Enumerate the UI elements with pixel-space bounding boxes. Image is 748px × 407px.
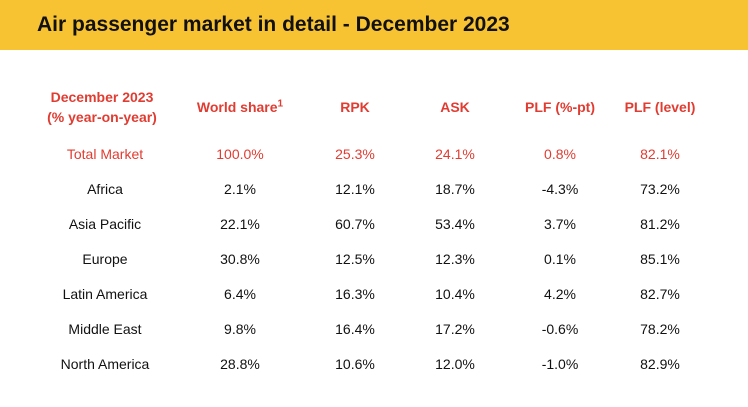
cell-world-share: 100.0% [216,146,264,162]
cell-plf-pt: 0.1% [544,251,576,267]
cell-plf-level: 82.7% [640,286,680,302]
cell-ask: 24.1% [435,146,475,162]
cell-rpk: 60.7% [335,216,375,232]
cell-world-share: 6.4% [224,286,256,302]
header-rpk: RPK [340,99,370,115]
header-region-line1: December 2023 [50,89,154,105]
cell-rpk: 16.4% [335,321,375,337]
cell-region: Total Market [66,146,144,162]
cell-rpk: 10.6% [335,356,375,372]
cell-plf-level: 85.1% [640,251,680,267]
cell-ask: 12.3% [435,251,475,267]
cell-region: Africa [87,181,123,197]
cell-ask: 10.4% [435,286,475,302]
cell-plf-level: 73.2% [640,181,680,197]
cell-plf-pt: 0.8% [544,146,576,162]
cell-world-share: 22.1% [220,216,260,232]
cell-ask: 12.0% [435,356,475,372]
cell-plf-level: 78.2% [640,321,680,337]
cell-world-share: 9.8% [224,321,256,337]
cell-plf-level: 81.2% [640,216,680,232]
cell-rpk: 12.1% [335,181,375,197]
cell-plf-pt: -4.3% [541,181,579,197]
header-world-share-footnote: 1 [277,98,284,110]
header-world-share-label: World share [196,99,278,115]
cell-region: Asia Pacific [68,216,142,232]
header-region-line2: (% year-on-year) [47,109,157,125]
cell-ask: 53.4% [435,216,475,232]
title-bar: Air passenger market in detail - Decembe… [0,0,748,50]
header-region: December 2023 (% year-on-year) [27,87,177,127]
header-plf-pt: PLF (%-pt) [525,99,595,115]
cell-plf-level: 82.9% [640,356,680,372]
cell-world-share: 2.1% [224,181,256,197]
cell-rpk: 16.3% [335,286,375,302]
header-plf-level: PLF (level) [624,99,696,115]
cell-plf-pt: -0.6% [541,321,579,337]
cell-region: North America [60,356,150,372]
page-title: Air passenger market in detail - Decembe… [37,13,510,36]
cell-ask: 17.2% [435,321,475,337]
cell-plf-level: 82.1% [640,146,680,162]
cell-plf-pt: -1.0% [541,356,579,372]
cell-rpk: 25.3% [335,146,375,162]
header-ask: ASK [440,99,470,115]
cell-world-share: 28.8% [220,356,260,372]
cell-plf-pt: 3.7% [544,216,576,232]
header-world-share: World share1 [180,97,300,117]
cell-ask: 18.7% [435,181,475,197]
cell-plf-pt: 4.2% [544,286,576,302]
cell-region: Middle East [68,321,142,337]
cell-region: Latin America [62,286,148,302]
cell-rpk: 12.5% [335,251,375,267]
cell-world-share: 30.8% [220,251,260,267]
cell-region: Europe [82,251,128,267]
